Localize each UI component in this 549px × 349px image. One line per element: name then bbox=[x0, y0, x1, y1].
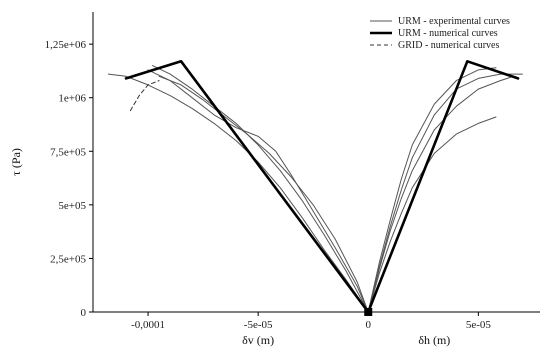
series-line-1 bbox=[367, 73, 523, 313]
legend-label: URM - numerical curves bbox=[398, 28, 498, 39]
series-line-2 bbox=[366, 60, 520, 314]
y-tick-label: 2,5e+05 bbox=[50, 253, 86, 265]
series-line-1 bbox=[367, 75, 515, 313]
x-tick-label: 5e-05 bbox=[466, 319, 492, 331]
series-line-3 bbox=[129, 80, 160, 112]
chart-ticks: 0 2,5e+05 5e+05 7,5e+05 1e+06 1,25e+06 -0,0001… bbox=[45, 39, 492, 331]
x-axis-title-right: δh (m) bbox=[418, 333, 450, 347]
x-tick-label: -5e-05 bbox=[244, 319, 273, 331]
y-tick-label: 7,5e+05 bbox=[50, 146, 86, 158]
x-tick-label: 0 bbox=[365, 319, 371, 331]
series-line-2 bbox=[124, 60, 370, 314]
chart-series bbox=[107, 60, 523, 316]
chart-titles: τ (Pa) δv (m) δh (m) bbox=[9, 148, 450, 347]
series-line-1 bbox=[367, 67, 497, 313]
x-tick-label: -0,0001 bbox=[131, 319, 165, 331]
origin-marker bbox=[364, 308, 373, 316]
y-tick-label: 0 bbox=[81, 307, 87, 319]
x-axis-title-left: δv (m) bbox=[242, 333, 274, 347]
y-tick-label: 1,25e+06 bbox=[45, 39, 87, 51]
chart-axes bbox=[92, 12, 540, 313]
series-line-1 bbox=[158, 75, 369, 313]
series-line-1 bbox=[152, 65, 369, 313]
y-axis-title: τ (Pa) bbox=[9, 148, 23, 176]
legend-label: URM - experimental curves bbox=[398, 16, 510, 27]
series-line-1 bbox=[367, 116, 497, 313]
series-line-1 bbox=[107, 73, 369, 313]
y-tick-label: 1e+06 bbox=[58, 93, 86, 105]
legend-label: GRID - numerical curves bbox=[398, 40, 499, 51]
y-tick-label: 5e+05 bbox=[58, 200, 86, 212]
series-line-1 bbox=[147, 69, 369, 313]
